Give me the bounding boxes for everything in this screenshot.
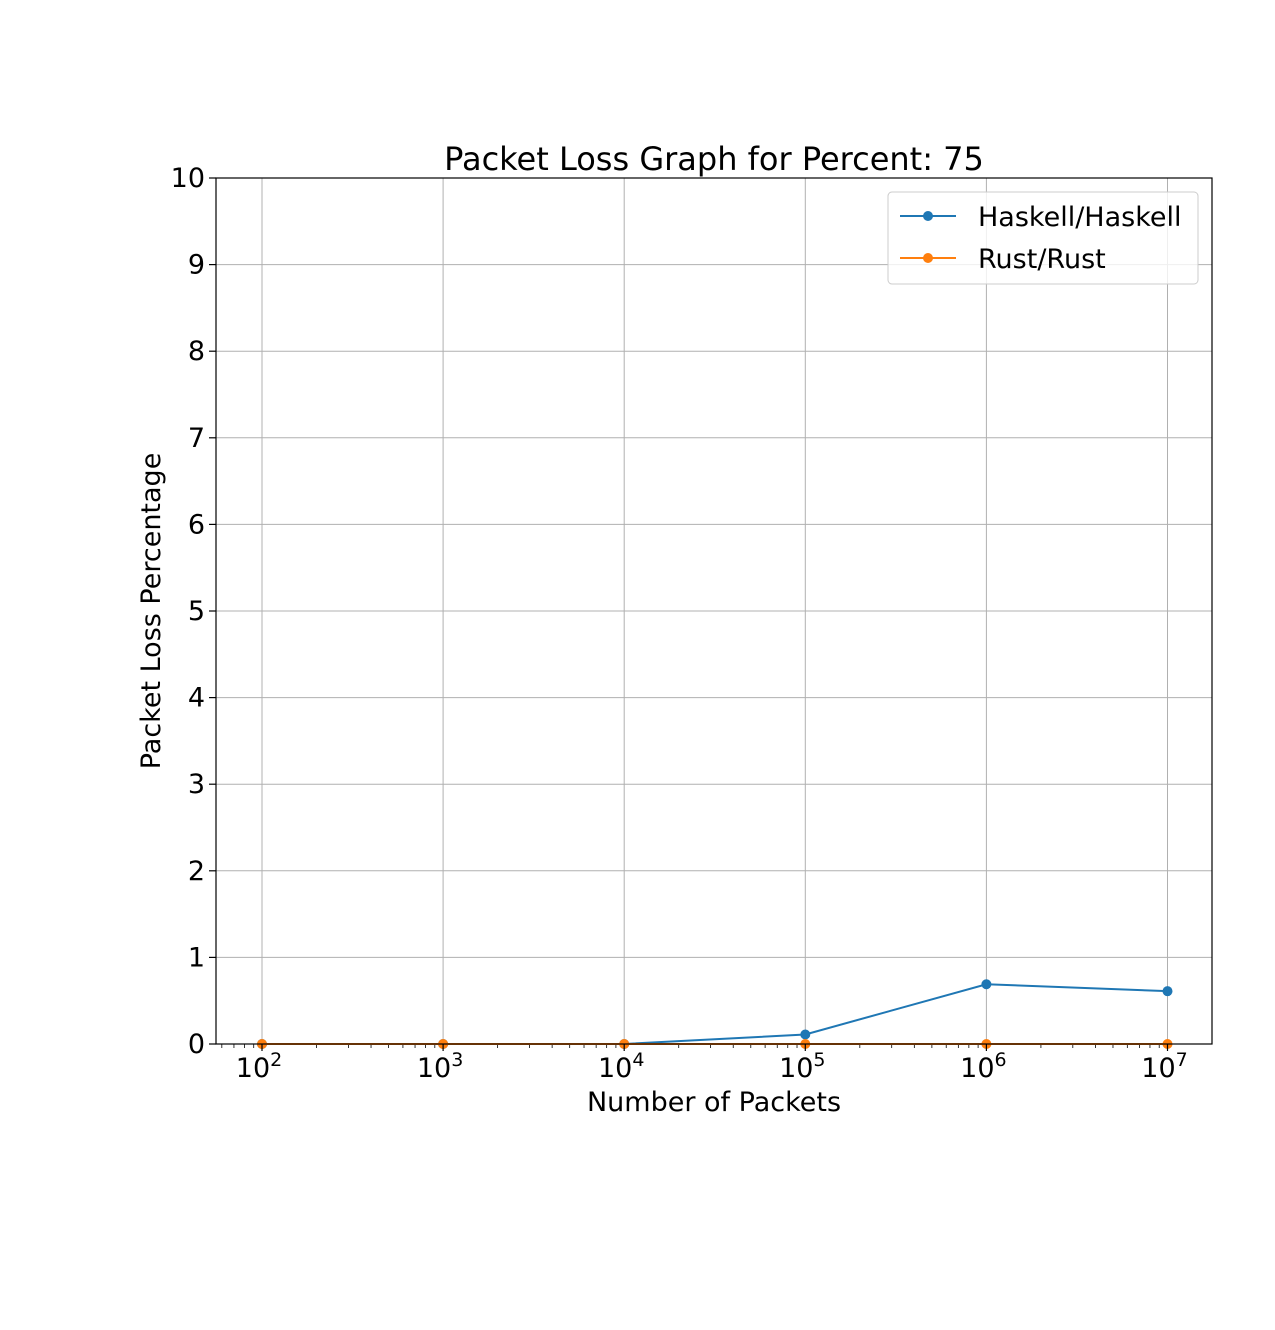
legend-marker (923, 253, 933, 263)
x-tick-label: 107 (1141, 1049, 1187, 1084)
x-tick-exponent: 7 (1176, 1049, 1188, 1071)
x-tick-base: 10 (417, 1053, 451, 1084)
x-tick-label: 103 (417, 1049, 463, 1084)
legend-box (887, 191, 1199, 285)
series-line-0 (262, 983, 1168, 1045)
legend: Haskell/Haskell Rust/Rust (887, 191, 1199, 285)
y-tick-label: 6 (188, 509, 205, 540)
y-tick-label: 3 (188, 769, 205, 800)
x-tick-label: 105 (779, 1049, 825, 1084)
y-tick-label: 0 (188, 1029, 205, 1060)
y-tick-label: 5 (188, 596, 205, 627)
y-tick-label: 7 (188, 423, 205, 454)
legend-label: Rust/Rust (978, 244, 1106, 275)
y-tick-label: 8 (188, 336, 205, 367)
data-point-0 (981, 979, 992, 990)
x-tick-base: 10 (236, 1053, 270, 1084)
y-axis-ticks: 0 1 2 3 4 5 6 7 8 9 10 (171, 163, 216, 1060)
series-layer (257, 979, 1173, 1049)
x-axis-label: Number of Packets (587, 1087, 841, 1118)
x-tick-base: 10 (779, 1053, 813, 1084)
x-tick-exponent: 6 (995, 1049, 1007, 1071)
y-tick-label: 10 (171, 163, 205, 194)
y-tick-label: 1 (188, 942, 205, 973)
grid-layer (216, 177, 1212, 1045)
x-tick-exponent: 2 (270, 1049, 282, 1071)
legend-label: Haskell/Haskell (978, 202, 1182, 233)
x-tick-exponent: 5 (813, 1049, 825, 1071)
x-tick-base: 10 (1141, 1053, 1175, 1084)
x-tick-exponent: 4 (632, 1049, 644, 1071)
data-point-0 (800, 1029, 811, 1040)
x-tick-label: 104 (598, 1049, 644, 1084)
x-tick-exponent: 3 (451, 1049, 463, 1071)
y-tick-label: 9 (188, 250, 205, 281)
y-axis-label: Packet Loss Percentage (136, 453, 167, 770)
y-tick-label: 4 (188, 683, 205, 714)
legend-marker (923, 211, 933, 221)
x-tick-base: 10 (598, 1053, 632, 1084)
x-tick-label: 102 (236, 1049, 282, 1084)
x-tick-label: 106 (960, 1049, 1006, 1084)
x-tick-base: 10 (960, 1053, 994, 1084)
x-axis-ticks: 102 103 104 105 106 107 (236, 1044, 1188, 1084)
chart-title: Packet Loss Graph for Percent: 75 (444, 140, 984, 178)
y-tick-label: 2 (188, 856, 205, 887)
data-point-0 (1162, 986, 1173, 997)
